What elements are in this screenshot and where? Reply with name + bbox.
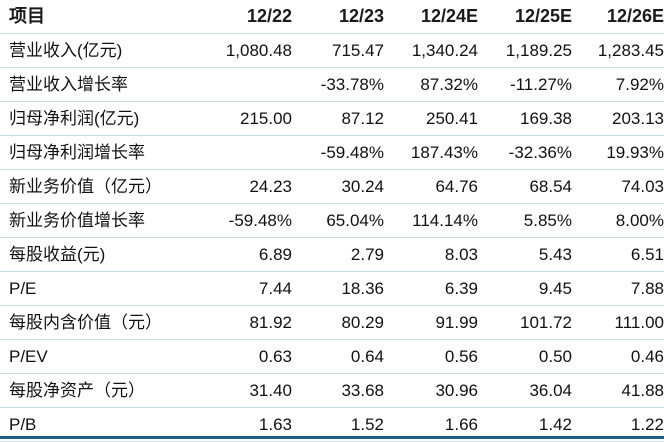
row-label: 新业务价值（亿元） [0, 169, 206, 204]
row-value-cell: -11.27% [478, 67, 572, 102]
row-value-cell: 7.92% [572, 67, 664, 102]
row-value-cell: 203.13 [572, 101, 664, 136]
row-value-cell: 81.92 [206, 305, 292, 340]
row-value-cell: 6.51 [572, 237, 664, 272]
row-label: 归母净利润增长率 [0, 135, 206, 170]
row-value-cell [206, 135, 292, 170]
table-row: P/E 7.44 18.36 6.39 9.45 7.88 [0, 271, 664, 306]
row-label: P/EV [0, 339, 206, 374]
table-row: 每股内含价值（元） 81.92 80.29 91.99 101.72 111.00 [0, 305, 664, 340]
row-value-cell: 5.85% [478, 203, 572, 238]
header-year-2022: 12/22 [206, 0, 292, 34]
row-value-cell: 5.43 [478, 237, 572, 272]
row-value-cell: 1,080.48 [206, 33, 292, 68]
row-value-cell: 33.68 [292, 373, 384, 408]
table-row: 营业收入增长率 -33.78% 87.32% -11.27% 7.92% [0, 67, 664, 102]
row-value-cell: 187.43% [384, 135, 478, 170]
row-value-cell: 1,340.24 [384, 33, 478, 68]
header-year-2026e: 12/26E [572, 0, 664, 34]
table-row: 归母净利润(亿元) 215.00 87.12 250.41 169.38 203.13 [0, 101, 664, 136]
row-label: 新业务价值增长率 [0, 203, 206, 238]
row-value-cell: 65.04% [292, 203, 384, 238]
table-row: P/EV 0.63 0.64 0.56 0.50 0.46 [0, 339, 664, 374]
row-value-cell: 6.89 [206, 237, 292, 272]
row-value-cell: 101.72 [478, 305, 572, 340]
table-row: 归母净利润增长率 -59.48% 187.43% -32.36% 19.93% [0, 135, 664, 170]
row-value-cell: 24.23 [206, 169, 292, 204]
row-label: 每股内含价值（元） [0, 305, 206, 340]
table-row: 每股净资产（元） 31.40 33.68 30.96 36.04 41.88 [0, 373, 664, 408]
row-value-cell: 87.32% [384, 67, 478, 102]
header-row: 项目 12/22 12/23 12/24E 12/25E 12/26E [0, 0, 664, 34]
row-label: 每股收益(元) [0, 237, 206, 272]
row-value-cell: 31.40 [206, 373, 292, 408]
row-value-cell: 6.39 [384, 271, 478, 306]
table-row: 营业收入(亿元) 1,080.48 715.47 1,340.24 1,189.25 1,… [0, 33, 664, 68]
row-value-cell: 2.79 [292, 237, 384, 272]
row-value-cell: 68.54 [478, 169, 572, 204]
row-value-cell: 41.88 [572, 373, 664, 408]
header-year-2024e: 12/24E [384, 0, 478, 34]
row-value-cell: 114.14% [384, 203, 478, 238]
row-value-cell: 19.93% [572, 135, 664, 170]
table-row: 新业务价值增长率 -59.48% 65.04% 114.14% 5.85% 8.00% [0, 203, 664, 238]
row-value-cell: 0.64 [292, 339, 384, 374]
row-value-cell: 215.00 [206, 101, 292, 136]
row-value-cell: -33.78% [292, 67, 384, 102]
row-value-cell: 64.76 [384, 169, 478, 204]
row-value-cell: 8.03 [384, 237, 478, 272]
row-value-cell: 80.29 [292, 305, 384, 340]
row-value-cell: 0.56 [384, 339, 478, 374]
row-value-cell: 7.44 [206, 271, 292, 306]
row-value-cell: 250.41 [384, 101, 478, 136]
row-value-cell [206, 67, 292, 102]
row-value-cell: 0.63 [206, 339, 292, 374]
row-value-cell: -32.36% [478, 135, 572, 170]
row-value-cell: 111.00 [572, 305, 664, 340]
row-value-cell: 9.45 [478, 271, 572, 306]
row-value-cell: -59.48% [292, 135, 384, 170]
row-value-cell: 1,189.25 [478, 33, 572, 68]
row-label: 营业收入(亿元) [0, 33, 206, 68]
row-value-cell: 91.99 [384, 305, 478, 340]
table-row: 每股收益(元) 6.89 2.79 8.03 5.43 6.51 [0, 237, 664, 272]
row-label: 营业收入增长率 [0, 67, 206, 102]
row-value-cell: 36.04 [478, 373, 572, 408]
row-value-cell: 30.24 [292, 169, 384, 204]
header-item: 项目 [0, 0, 206, 34]
table-body: 营业收入(亿元) 1,080.48 715.47 1,340.24 1,189.25 1,… [0, 33, 664, 442]
header-year-2023: 12/23 [292, 0, 384, 34]
row-value-cell: 30.96 [384, 373, 478, 408]
row-value-cell: 0.50 [478, 339, 572, 374]
row-label: 归母净利润(亿元) [0, 101, 206, 136]
table-row: 新业务价值（亿元） 24.23 30.24 64.76 68.54 74.03 [0, 169, 664, 204]
table-header: 项目 12/22 12/23 12/24E 12/25E 12/26E [0, 0, 664, 34]
row-value-cell: 18.36 [292, 271, 384, 306]
row-label: P/E [0, 271, 206, 306]
header-year-2025e: 12/25E [478, 0, 572, 34]
row-value-cell: 1,283.45 [572, 33, 664, 68]
row-value-cell: 0.46 [572, 339, 664, 374]
row-value-cell: 8.00% [572, 203, 664, 238]
row-value-cell: 74.03 [572, 169, 664, 204]
row-value-cell: -59.48% [206, 203, 292, 238]
row-value-cell: 7.88 [572, 271, 664, 306]
row-value-cell: 169.38 [478, 101, 572, 136]
row-value-cell: 715.47 [292, 33, 384, 68]
bottom-rule [0, 436, 664, 439]
row-label: 每股净资产（元） [0, 373, 206, 408]
row-value-cell: 87.12 [292, 101, 384, 136]
